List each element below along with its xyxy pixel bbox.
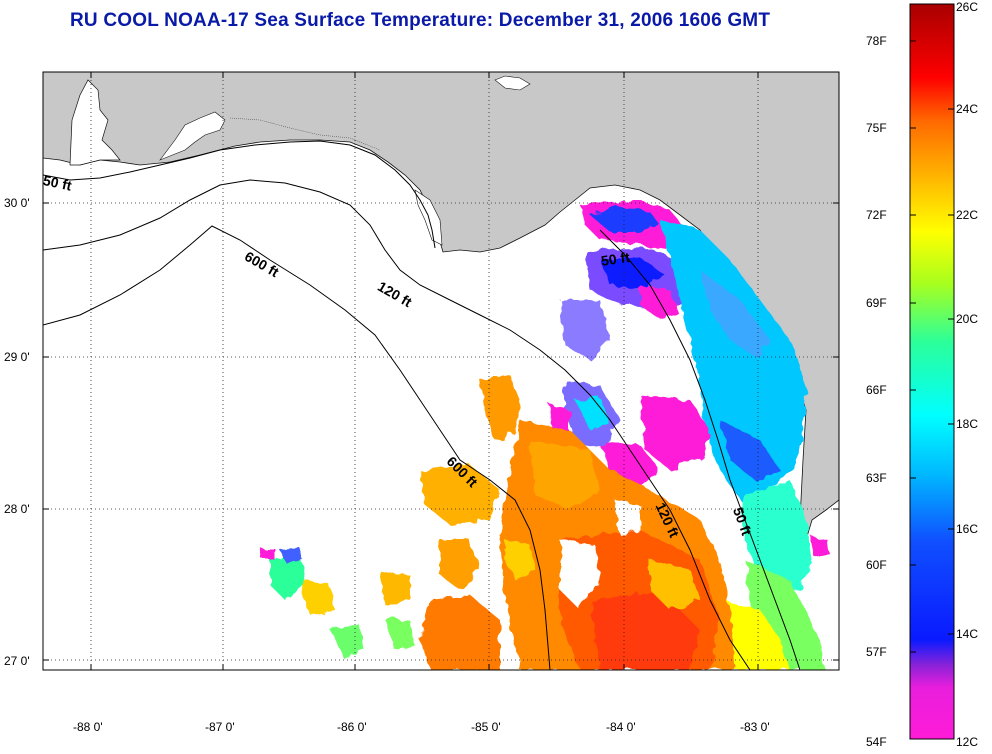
map-title: RU COOL NOAA-17 Sea Surface Temperature:… [70, 10, 771, 31]
colorbar-f-54: 54F [866, 735, 887, 749]
contour-600ft [43, 225, 551, 670]
bathymetry-contours [43, 140, 801, 670]
colorbar-c-12: 12C [956, 735, 979, 749]
colorbar-f-78: 78F [866, 34, 887, 48]
colorbar-c-14: 14C [956, 627, 979, 641]
lon-label-87: -87 0' [205, 720, 235, 734]
colorbar-f-60: 60F [866, 558, 887, 572]
lat-label-28: 28 0' [4, 502, 30, 516]
colorbar-f-66: 66F [866, 383, 887, 397]
colorbar-c-18: 18C [956, 417, 979, 431]
colorbar-ticks [910, 40, 954, 653]
lon-label-86: -86 0' [337, 720, 367, 734]
colorbar-f-69: 69F [866, 296, 887, 310]
map-grid [43, 72, 839, 670]
colorbar-f-57: 57F [866, 645, 887, 659]
colorbar-c-24: 24C [956, 102, 979, 116]
lon-label-88: -88 0' [73, 720, 103, 734]
colorbar-c-16: 16C [956, 522, 979, 536]
lon-label-85: -85 0' [471, 720, 501, 734]
lat-label-30: 30 0' [4, 196, 30, 210]
contour-50ft-west [43, 140, 436, 249]
colorbar-c-20: 20C [956, 312, 979, 326]
lat-label-29: 29 0' [4, 350, 30, 364]
colorbar-c-22: 22C [956, 208, 979, 222]
lon-label-83: -83 0' [740, 720, 770, 734]
colorbar-f-72: 72F [866, 208, 887, 222]
sst-data [260, 200, 830, 670]
colorbar-c-26: 26C [956, 0, 979, 14]
lon-label-84: -84 0' [606, 720, 636, 734]
contour-50ft-east [599, 229, 801, 670]
colorbar [909, 3, 955, 740]
colorbar-f-63: 63F [866, 471, 887, 485]
lat-label-27: 27 0' [4, 654, 30, 668]
contour-120ft [43, 179, 751, 670]
colorbar-f-75: 75F [866, 121, 887, 135]
